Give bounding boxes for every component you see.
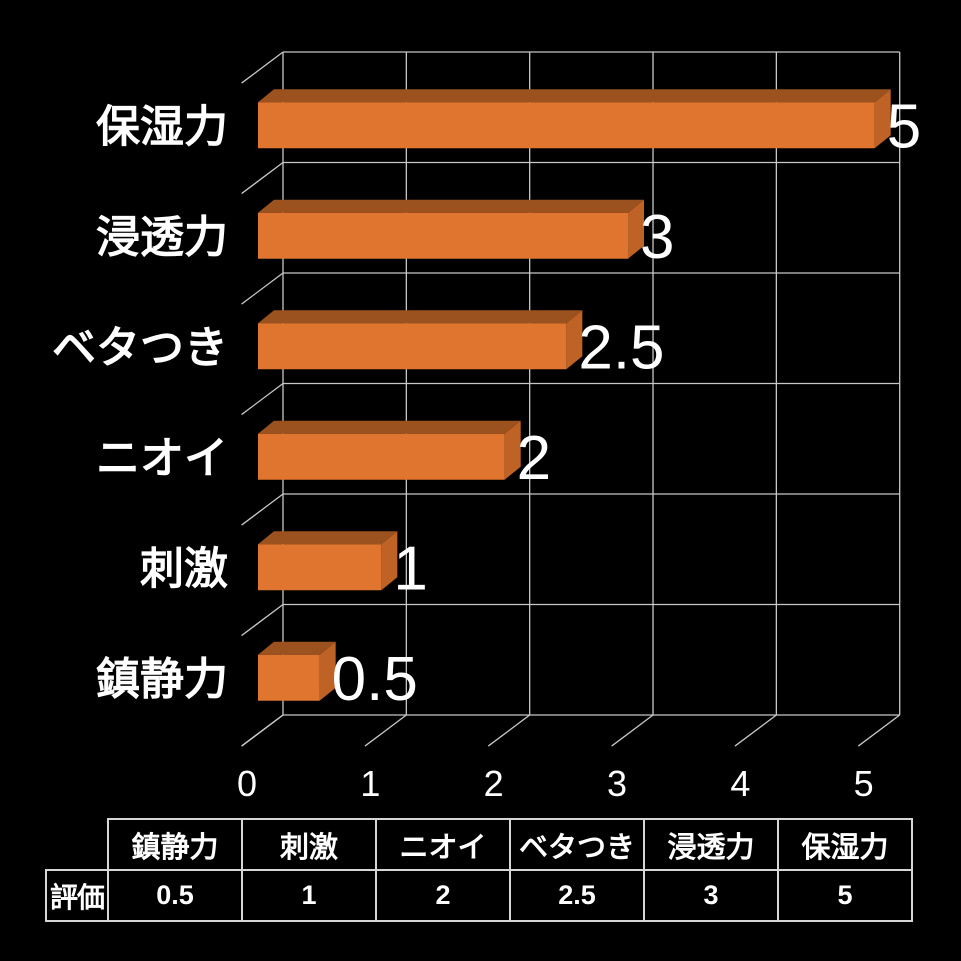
left-wall-depth-line bbox=[241, 493, 284, 526]
bar-front-face bbox=[258, 212, 629, 259]
table-value-0: 0.5 bbox=[107, 869, 243, 922]
floor-depth-line bbox=[857, 714, 901, 747]
table-header-row: 鎮静力 刺激 ニオイ ベタつき 浸透力 保湿力 bbox=[46, 818, 913, 871]
table-row-header: 評価 bbox=[45, 869, 109, 922]
category-label: 鎮静力 bbox=[96, 655, 228, 704]
x-axis-tick-label: 0 bbox=[237, 763, 257, 804]
bar-value-label: 0.5 bbox=[332, 645, 418, 714]
category-label: ベタつき bbox=[52, 323, 228, 372]
bar-front-face bbox=[258, 102, 875, 149]
bar-top-face bbox=[258, 199, 645, 213]
bar-value-label: 2 bbox=[517, 424, 551, 493]
left-wall-depth-line bbox=[241, 51, 284, 84]
floor-depth-line bbox=[611, 714, 654, 747]
bar-front-face bbox=[258, 544, 382, 591]
table-value-2: 2 bbox=[375, 869, 511, 922]
table-corner-cell bbox=[46, 819, 108, 870]
table-value-4: 3 bbox=[643, 869, 779, 922]
left-wall-depth-line bbox=[241, 161, 284, 195]
bar-side-face bbox=[319, 641, 336, 701]
bar-value-label: 5 bbox=[887, 92, 921, 161]
bar-front-face bbox=[258, 433, 505, 480]
table-col-header-4: 浸透力 bbox=[643, 818, 779, 871]
category-label: 刺激 bbox=[140, 544, 228, 593]
bar-side-face bbox=[381, 531, 398, 591]
x-axis-tick-label: 2 bbox=[484, 763, 504, 804]
bar-value-label: 3 bbox=[640, 203, 674, 272]
bar-top-face bbox=[258, 641, 336, 655]
x-axis-tick-label: 4 bbox=[730, 763, 750, 804]
left-wall-depth-line bbox=[241, 272, 284, 305]
bar-side-face bbox=[874, 89, 891, 149]
table-col-header-0: 鎮静力 bbox=[107, 818, 243, 871]
bar-top-face bbox=[258, 420, 521, 434]
table-col-header-2: ニオイ bbox=[375, 818, 511, 871]
table-col-header-5: 保湿力 bbox=[777, 818, 913, 871]
x-axis-tick-label: 5 bbox=[854, 763, 874, 804]
bar-front-face bbox=[258, 323, 567, 370]
chart-data-table: 鎮静力 刺激 ニオイ ベタつき 浸透力 保湿力 評価 0.5 1 2 2.5 3… bbox=[45, 818, 913, 922]
bar-side-face bbox=[566, 310, 583, 370]
table-value-5: 5 bbox=[777, 869, 913, 922]
floor-depth-line bbox=[734, 714, 777, 747]
floor-depth-line bbox=[241, 714, 284, 747]
bar-side-face bbox=[628, 199, 645, 259]
table-value-1: 1 bbox=[241, 869, 377, 922]
bar-side-face bbox=[504, 420, 521, 480]
x-axis-tick-label: 3 bbox=[607, 763, 627, 804]
bar-top-face bbox=[258, 310, 583, 324]
table-col-header-1: 刺激 bbox=[241, 818, 377, 871]
category-label: 浸透力 bbox=[96, 213, 228, 262]
table-value-row: 評価 0.5 1 2 2.5 3 5 bbox=[45, 869, 913, 922]
bar-front-face bbox=[258, 654, 320, 701]
left-wall-depth-line bbox=[241, 382, 284, 416]
table-value-3: 2.5 bbox=[509, 869, 645, 922]
x-axis-tick-label: 1 bbox=[360, 763, 380, 804]
bar-top-face bbox=[258, 89, 891, 103]
floor-depth-line bbox=[364, 714, 407, 747]
left-wall-depth-line bbox=[241, 603, 284, 637]
table-col-header-3: ベタつき bbox=[509, 818, 645, 871]
bar-value-label: 2.5 bbox=[578, 313, 664, 382]
category-label: ニオイ bbox=[96, 434, 228, 483]
bar-value-label: 1 bbox=[393, 534, 427, 603]
floor-depth-line bbox=[487, 714, 531, 747]
category-label: 保湿力 bbox=[96, 102, 228, 151]
bar-top-face bbox=[258, 531, 398, 545]
